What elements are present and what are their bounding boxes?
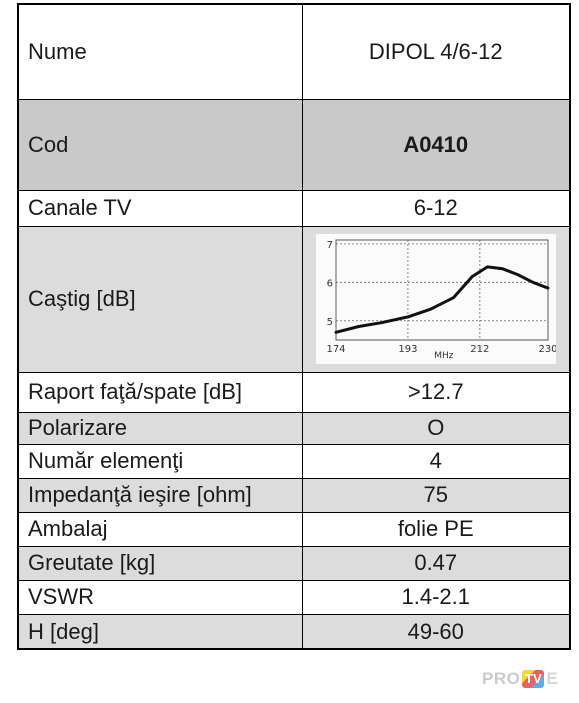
value-numar-elementi: 4 [301,443,571,479]
value-vswr: 1.4-2.1 [301,579,571,615]
label-cod: Cod [17,98,303,191]
value-polarizare: O [301,411,571,445]
value-cod: A0410 [301,98,571,191]
value-greutate: 0.47 [301,545,571,581]
label-canale-tv: Canale TV [17,189,303,227]
label-castig: Caştig [dB] [17,225,303,373]
label-h-deg: H [deg] [17,613,303,650]
value-h-deg: 49-60 [301,613,571,650]
row-ambalaj: Ambalaj folie PE [17,511,571,547]
label-impedanta: Impedanţă ieşire [ohm] [17,477,303,513]
row-castig: Caştig [dB] 174 193 212 230 5 6 7 MHz [17,225,571,373]
y-tick-label: 6 [326,278,332,289]
spec-table: Nume DIPOL 4/6-12 Cod A0410 Canale TV 6-… [17,3,571,650]
value-impedanta: 75 [301,477,571,513]
row-cod: Cod A0410 [17,98,571,191]
value-castig-chart-cell: 174 193 212 230 5 6 7 MHz [301,225,571,373]
label-raport: Raport faţă/spate [dB] [17,371,303,413]
row-greutate: Greutate [kg] 0.47 [17,545,571,581]
row-polarizare: Polarizare O [17,411,571,445]
label-numar-elementi: Număr elemenţi [17,443,303,479]
logo-pro-text: PRO [482,669,521,688]
row-numar-elementi: Număr elemenţi 4 [17,443,571,479]
label-nume: Nume [17,3,303,100]
tv-logo-icon: TV [522,670,545,688]
x-tick-label: 212 [470,344,489,355]
x-tick-label: 230 [538,344,556,355]
row-vswr: VSWR 1.4-2.1 [17,579,571,615]
row-canale-tv: Canale TV 6-12 [17,189,571,227]
y-tick-label: 5 [326,317,332,328]
value-ambalaj: folie PE [301,511,571,547]
label-polarizare: Polarizare [17,411,303,445]
row-h-deg: H [deg] 49-60 [17,613,571,650]
value-nume: DIPOL 4/6-12 [301,3,571,100]
protv-watermark-logo: PRO TV E [482,666,562,692]
gain-series-line [334,265,550,334]
label-greutate: Greutate [kg] [17,545,303,581]
row-impedanta: Impedanţă ieşire [ohm] 75 [17,477,571,513]
gain-chart: 174 193 212 230 5 6 7 MHz [315,234,556,364]
logo-tail-text: E [546,669,558,688]
value-raport: >12.7 [301,371,571,413]
x-tick-label: 174 [326,344,345,355]
label-ambalaj: Ambalaj [17,511,303,547]
row-raport: Raport faţă/spate [dB] >12.7 [17,371,571,413]
x-tick-label: 193 [398,344,417,355]
value-canale-tv: 6-12 [301,189,571,227]
y-tick-label: 7 [326,240,332,251]
label-vswr: VSWR [17,579,303,615]
logo-tv-text: TV [525,671,542,686]
x-axis-label: MHz [434,351,454,361]
row-nume: Nume DIPOL 4/6-12 [17,3,571,100]
